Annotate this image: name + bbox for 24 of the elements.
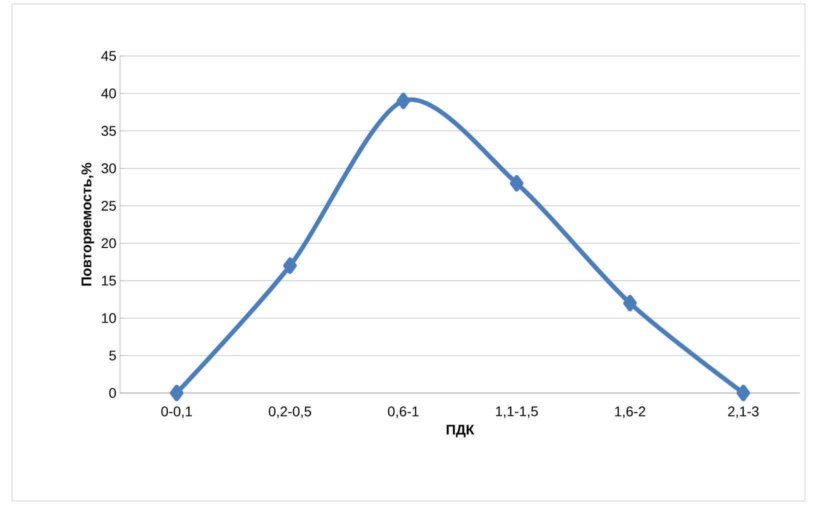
point <box>170 384 184 402</box>
y-axis-title: Повторяемость,% <box>82 162 94 286</box>
x-tick-label: 0,6-1 <box>388 406 419 418</box>
y-tick-label: 25 <box>102 200 116 211</box>
point <box>623 294 637 312</box>
x-tick-label: 0-0,1 <box>161 406 192 418</box>
x-tick-label: 1,6-2 <box>615 406 646 418</box>
x-axis-title: ПДК <box>446 424 474 438</box>
y-tick-label: 45 <box>101 51 116 61</box>
y-tick-label: 20 <box>102 238 116 248</box>
x-tick-label: 2,1-3 <box>728 406 759 418</box>
y-tick-label: 0 <box>109 388 116 398</box>
point <box>396 92 410 110</box>
x-tick-label: 1,1-1,5 <box>496 406 538 418</box>
y-tick-label: 35 <box>102 126 116 136</box>
y-tick-label: 15 <box>102 276 116 286</box>
y-tick-label: 40 <box>101 88 116 98</box>
y-tick-label: 5 <box>109 350 116 360</box>
point <box>510 175 524 192</box>
point <box>283 257 297 274</box>
y-tick-label: 30 <box>102 163 116 174</box>
point <box>736 384 750 402</box>
y-tick-label: 10 <box>102 313 116 324</box>
x-tick-label: 0,2-0,5 <box>268 406 312 418</box>
